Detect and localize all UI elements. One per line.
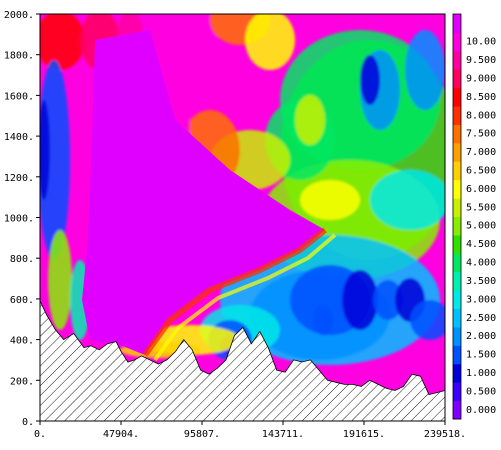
x-tick-label: 143711. xyxy=(262,429,304,440)
colorbar-swatch xyxy=(453,69,461,89)
colorbar-swatch xyxy=(453,14,461,33)
colorbar-swatch xyxy=(453,161,461,181)
colorbar-label: 5.500 xyxy=(466,202,496,213)
colorbar-frame xyxy=(452,13,462,420)
contour-region xyxy=(360,55,380,105)
colorbar-swatch xyxy=(453,363,461,383)
y-tick-label: 2000. xyxy=(4,10,34,21)
x-tick-label: 239518. xyxy=(424,429,466,440)
contour-region xyxy=(370,170,445,230)
y-axis: 0. 200. 400. 600. 800. 1000. 1200. 1400. 1600. 18… xyxy=(4,10,40,428)
colorbar-swatch xyxy=(453,142,461,162)
y-tick-label: 1000. xyxy=(4,214,34,225)
colorbar-swatch xyxy=(453,382,461,402)
terrain-mask xyxy=(40,300,445,421)
y-tick-label: 800. xyxy=(10,254,34,265)
colorbar-label: 7.500 xyxy=(466,129,496,140)
colorbar-swatch xyxy=(453,106,461,125)
x-tick-label: 0. xyxy=(34,429,46,440)
colorbar-swatch xyxy=(453,32,461,52)
colorbar-label: 6.500 xyxy=(466,165,496,176)
colorbar-label: 0.000 xyxy=(466,405,496,416)
colorbar-swatch xyxy=(453,234,461,254)
plot-area xyxy=(40,14,445,421)
colorbar-swatch xyxy=(453,124,461,144)
colorbar-swatch xyxy=(453,400,461,420)
colorbar-swatch xyxy=(453,345,461,365)
central-plume xyxy=(82,30,325,355)
contour-region xyxy=(373,280,403,320)
colorbar-swatch xyxy=(453,290,461,310)
contour-region xyxy=(410,300,445,340)
colorbar-swatch xyxy=(453,326,461,346)
colorbar: 0.000 0.500 1.000 1.500 2.000 2.500 3.000 3.500… xyxy=(452,13,496,420)
y-tick-label: 1200. xyxy=(4,173,34,184)
contour-region xyxy=(295,95,325,145)
colorbar-swatch xyxy=(453,87,461,107)
colorbar-label: 2.000 xyxy=(466,331,496,342)
colorbar-label: 5.000 xyxy=(466,221,496,232)
colorbar-label: 4.000 xyxy=(466,258,496,269)
contour-region xyxy=(405,30,445,110)
colorbar-label: 1.000 xyxy=(466,368,496,379)
colorbar-swatch xyxy=(453,198,461,217)
colorbar-label: 8.500 xyxy=(466,92,496,103)
y-tick-label: 1600. xyxy=(4,91,34,102)
contour-region xyxy=(300,180,360,220)
colorbar-label: 0.500 xyxy=(466,386,496,397)
x-tick-label: 95807. xyxy=(184,429,220,440)
colorbar-label: 3.500 xyxy=(466,276,496,287)
y-tick-label: 600. xyxy=(10,295,34,306)
x-axis: 0. 47904. 95807. 143711. 191615. 239518. xyxy=(34,421,466,440)
contour-region xyxy=(313,305,333,335)
colorbar-swatch xyxy=(453,271,461,291)
colorbar-label: 7.000 xyxy=(466,147,496,158)
y-tick-label: 1800. xyxy=(4,51,34,62)
contour-region xyxy=(342,270,378,330)
plume-edge xyxy=(142,227,327,357)
y-tick-label: 200. xyxy=(10,376,34,387)
contour-region xyxy=(40,14,85,70)
contour-region xyxy=(48,230,72,330)
colorbar-label: 10.00 xyxy=(466,37,496,48)
contour-region xyxy=(40,100,50,200)
colorbar-label: 1.500 xyxy=(466,350,496,361)
contour-region xyxy=(245,14,295,70)
colorbar-label: 2.500 xyxy=(466,313,496,324)
y-tick-label: 1400. xyxy=(4,132,34,143)
contour-field xyxy=(40,14,445,365)
y-tick-label: 400. xyxy=(10,336,34,347)
x-tick-label: 191615. xyxy=(343,429,385,440)
colorbar-swatch xyxy=(453,50,461,70)
colorbar-label: 6.000 xyxy=(466,184,496,195)
colorbar-swatch xyxy=(453,308,461,328)
colorbar-label: 3.000 xyxy=(466,294,496,305)
colorbar-label: 4.500 xyxy=(466,239,496,250)
colorbar-swatch xyxy=(453,253,461,273)
colorbar-swatch xyxy=(453,179,461,199)
x-tick-label: 47904. xyxy=(103,429,139,440)
colorbar-label: 9.000 xyxy=(466,73,496,84)
plume-edge-yellow xyxy=(153,233,337,362)
y-tick-label: 0. xyxy=(22,417,34,428)
colorbar-label: 8.000 xyxy=(466,110,496,121)
colorbar-swatch xyxy=(453,216,461,236)
colorbar-label: 9.500 xyxy=(466,55,496,66)
